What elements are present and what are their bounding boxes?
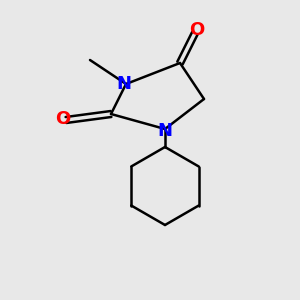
Text: N: N — [116, 75, 131, 93]
Text: N: N — [158, 122, 172, 140]
Text: O: O — [189, 21, 204, 39]
Text: O: O — [56, 110, 70, 128]
